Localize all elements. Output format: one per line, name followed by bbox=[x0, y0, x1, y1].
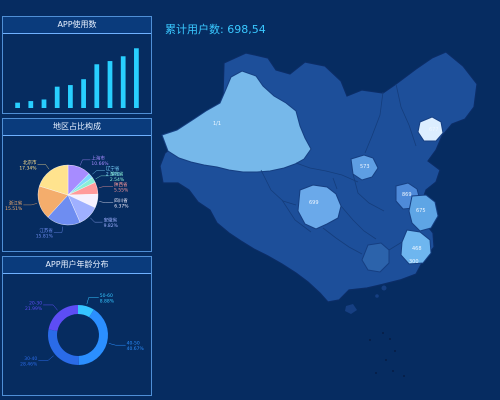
map-region-north-central bbox=[350, 154, 379, 181]
region-pie-value: 6.37% bbox=[114, 204, 129, 210]
map-label-2: 699 bbox=[309, 200, 319, 206]
map-china-body bbox=[159, 51, 478, 303]
app-usage-bar-chart bbox=[15, 48, 139, 108]
map-label-8: 677 bbox=[429, 127, 439, 133]
map-label-1: 1/1 bbox=[213, 121, 221, 127]
total-users-value: 698,54 bbox=[227, 23, 266, 36]
region-pie-value: 15.81% bbox=[36, 234, 54, 240]
region-pie-leader bbox=[79, 159, 91, 166]
map-south-china-sea-islands bbox=[369, 332, 405, 377]
region-pie-label: 陕西省 bbox=[114, 181, 128, 188]
app-usage-title: APP使用数 bbox=[3, 17, 151, 34]
age-donut-leader bbox=[108, 343, 126, 346]
age-donut-leader bbox=[43, 304, 58, 311]
region-pie-value: 15.51% bbox=[5, 206, 23, 212]
map-island-hainan bbox=[345, 304, 357, 314]
map-label-5: 675 bbox=[416, 208, 426, 214]
usage-bar bbox=[81, 79, 86, 108]
age-donut-slice bbox=[78, 305, 94, 318]
usage-bar bbox=[94, 64, 100, 108]
age-donut-value: 8.88% bbox=[100, 299, 115, 305]
age-distribution-title: APP用户年龄分布 bbox=[3, 257, 151, 274]
region-pie-value: 17.34% bbox=[19, 165, 37, 171]
age-donut-slice bbox=[48, 305, 78, 332]
map-region-sichuan bbox=[297, 184, 342, 230]
usage-bar bbox=[15, 102, 20, 108]
region-pie-label: 江苏省 bbox=[39, 227, 53, 234]
map-island-2 bbox=[375, 294, 379, 298]
region-composition-title: 地区占比构成 bbox=[3, 119, 151, 136]
map-label-6: 468 bbox=[412, 246, 422, 252]
region-pie-value: 2.54% bbox=[110, 177, 125, 183]
region-pie-value: 10.66% bbox=[91, 161, 109, 167]
usage-bar bbox=[41, 99, 47, 108]
region-pie-label: 辽宁省 bbox=[106, 165, 120, 172]
region-pie-leader bbox=[90, 217, 103, 223]
map-region-xinjiang bbox=[161, 70, 312, 173]
age-donut-label: 40-50 bbox=[127, 341, 140, 347]
usage-bar bbox=[107, 61, 113, 108]
map-label-4: 869 bbox=[402, 192, 412, 198]
region-pie-label: 湖北省 bbox=[110, 170, 124, 177]
map-region-northeast bbox=[417, 116, 444, 142]
region-pie-value: 2.34% bbox=[106, 171, 121, 177]
region-pie-label: 北京市 bbox=[23, 159, 37, 166]
region-pie-leader bbox=[99, 186, 113, 188]
map-island-1 bbox=[381, 285, 387, 291]
map-region-east-2 bbox=[408, 194, 439, 232]
app-usage-panel: APP使用数 bbox=[2, 16, 152, 114]
age-donut-leader bbox=[86, 297, 99, 305]
age-donut-label: 20-30 bbox=[29, 300, 42, 306]
map-region-east-3 bbox=[400, 229, 432, 265]
age-donut-label: 30-40 bbox=[24, 356, 37, 362]
age-donut-value: 21.99% bbox=[25, 306, 43, 312]
usage-bar bbox=[134, 48, 139, 108]
usage-bar bbox=[68, 85, 73, 108]
total-users-label: 累计用户数: bbox=[165, 23, 224, 36]
region-pie-leader bbox=[92, 170, 105, 175]
region-pie-label: 上海市 bbox=[91, 154, 105, 161]
region-composition-panel: 地区占比构成 上海市 10.66% 辽宁省 2.34% 湖北省 2.54% 陕西省 5.55%… bbox=[2, 118, 152, 252]
age-donut-value: 40.67% bbox=[127, 346, 145, 352]
map-label-3: 573 bbox=[360, 164, 370, 170]
china-map: 1/1 699 573 869 675 468 300 677 bbox=[150, 40, 500, 400]
region-pie-value: 9.82% bbox=[104, 223, 119, 229]
map-region-south-east bbox=[361, 242, 390, 273]
age-donut-slice bbox=[78, 309, 109, 365]
usage-bar bbox=[28, 101, 34, 108]
usage-bar bbox=[54, 86, 60, 108]
total-users-stat: 累计用户数: 698,54 bbox=[165, 21, 266, 37]
region-pie-leader bbox=[23, 203, 38, 206]
age-donut-label: 50-60 bbox=[100, 293, 113, 299]
region-pie-leader bbox=[37, 164, 50, 170]
region-pie-label: 安徽省 bbox=[104, 217, 118, 224]
age-donut-leader bbox=[38, 355, 54, 361]
region-pie-slice bbox=[39, 164, 69, 196]
age-distribution-panel: APP用户年龄分布 50-60 8.88% 40-50 40.67% 30-40 28.4… bbox=[2, 256, 152, 396]
region-pie-label: 浙江省 bbox=[9, 199, 23, 206]
region-pie-leader bbox=[95, 175, 109, 180]
age-donut-value: 28.46% bbox=[20, 361, 38, 367]
region-pie-leader bbox=[53, 226, 64, 233]
region-pie-label: 四川省 bbox=[114, 197, 128, 204]
region-pie-leader bbox=[99, 201, 114, 203]
region-pie-value: 5.55% bbox=[114, 187, 129, 193]
usage-bar bbox=[120, 56, 126, 108]
age-donut-slice bbox=[47, 329, 79, 365]
china-map-svg: 1/1 699 573 869 675 468 300 677 bbox=[159, 51, 478, 377]
map-label-7: 300 bbox=[409, 259, 419, 265]
